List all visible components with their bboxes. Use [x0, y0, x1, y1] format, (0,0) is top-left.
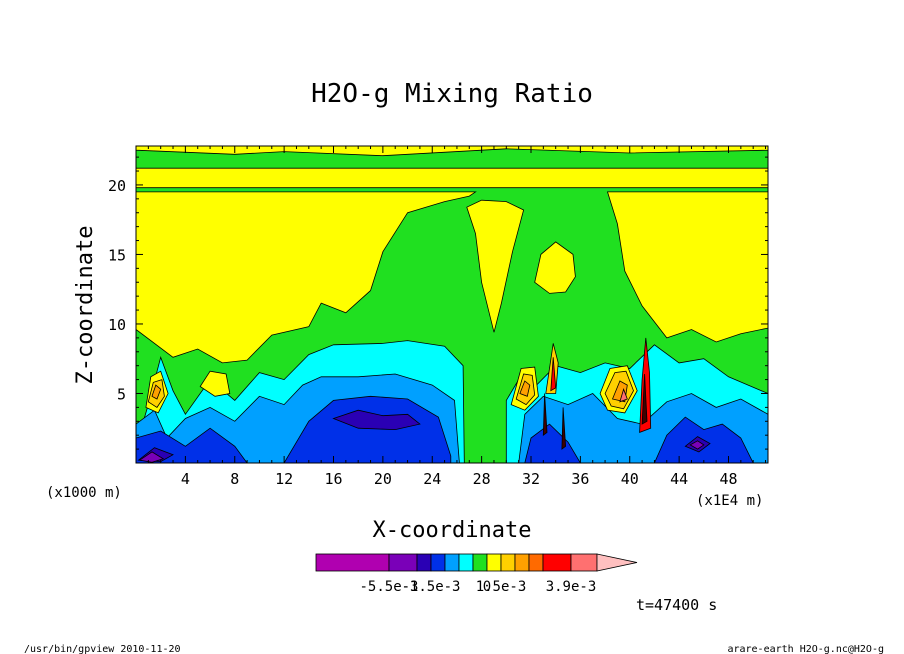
colorbar-label: 1.5e-3: [476, 579, 527, 595]
contour-region-dark: [641, 373, 648, 425]
colorbar-segment: [444, 553, 460, 572]
colorbar-label: 3.9e-3: [546, 579, 597, 595]
y-tick-label: 5: [117, 385, 126, 403]
contour-region-red: [550, 357, 557, 392]
contour-region-yellow: [136, 191, 477, 364]
contour-region-blue: [283, 395, 452, 463]
colorbar-label: -5.5e-3: [359, 579, 418, 595]
x-tick-label: 8: [230, 470, 239, 488]
contour-region-yellow: [466, 199, 525, 333]
footer-left: /usr/bin/gpview 2010-11-20: [24, 644, 181, 654]
colorbar: -5.5e-3-1.5e-3 01.5e-3 3.9e-3: [315, 553, 638, 595]
colorbar-label: -1.5e-3: [401, 579, 460, 595]
y-tick-label: 15: [108, 246, 126, 264]
plot-frame: [135, 145, 769, 464]
x-unit-label: (x1E4 m): [696, 493, 763, 509]
contour-region-pink: [619, 388, 628, 403]
contour-region-yellow: [534, 241, 576, 294]
contour-region-yellow: [136, 146, 768, 157]
contour-region-yellow: [136, 167, 768, 189]
colorbar-segment: [500, 553, 516, 572]
x-tick-label: 48: [719, 470, 737, 488]
colorbar-extend-arrow: [596, 553, 638, 572]
x-tick-label: 12: [275, 470, 293, 488]
x-tick-label: 40: [621, 470, 639, 488]
colorbar-segment: [458, 553, 474, 572]
contour-region-dark: [542, 393, 548, 437]
contour-region-dark: [561, 407, 567, 450]
y-tick-label: 20: [108, 177, 126, 195]
time-label: t=47400 s: [636, 596, 717, 614]
colorbar-segment: [486, 553, 502, 572]
colorbar-segment: [542, 553, 572, 572]
x-tick-label: 36: [571, 470, 589, 488]
colorbar-segment: [315, 553, 390, 572]
x-tick-label: 28: [473, 470, 491, 488]
footer-right: arare-earth_H2O-g.nc@H2O-g: [727, 644, 884, 654]
y-unit-label: (x1000 m): [46, 485, 122, 501]
y-axis-label: Z-coordinate: [73, 226, 98, 385]
contour-region-dark-blue: [332, 409, 421, 431]
contour-region-orange: [151, 384, 162, 400]
contour-fill: [136, 146, 768, 463]
x-tick-label: 32: [522, 470, 540, 488]
colorbar-segment: [528, 553, 544, 572]
x-tick-label: 16: [324, 470, 342, 488]
colorbar-segment: [430, 553, 446, 572]
x-axis-ticks: 4 8 12 16 20 24 28 32 36 40 44 48: [147, 146, 767, 488]
colorbar-segment: [416, 553, 432, 572]
contour-region-orange: [519, 380, 531, 397]
chart-title: H2O-g Mixing Ratio: [311, 79, 593, 109]
y-tick-label: 10: [108, 316, 126, 334]
contour-region-yellow: [606, 191, 768, 343]
y-axis-ticks: 5 10 15 20: [108, 156, 768, 450]
x-axis-label: X-coordinate: [373, 518, 532, 543]
x-tick-label: 4: [181, 470, 190, 488]
x-tick-label: 44: [670, 470, 688, 488]
x-tick-label: 20: [374, 470, 392, 488]
contour-region-light-yellow-cells: [199, 370, 231, 397]
colorbar-label: 0: [483, 579, 491, 595]
colorbar-segment: [388, 553, 418, 572]
x-tick-label: 24: [423, 470, 441, 488]
contour-region-blue: [524, 423, 581, 463]
contour-region-violet: [689, 440, 705, 450]
colorbar-segment: [472, 553, 488, 572]
colorbar-segment: [514, 553, 530, 572]
colorbar-segment: [570, 553, 598, 572]
